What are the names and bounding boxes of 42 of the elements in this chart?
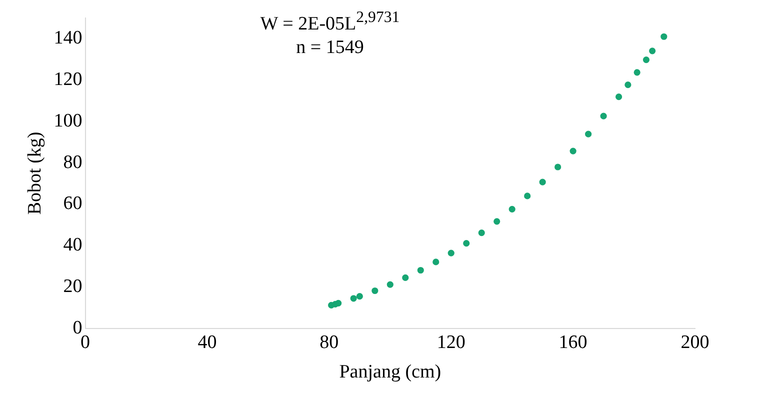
point — [524, 192, 531, 200]
point — [372, 287, 378, 294]
y-tick-label: 80 — [63, 152, 82, 173]
y-tick-label: 0 — [72, 317, 82, 338]
point — [660, 33, 668, 40]
point — [554, 164, 562, 170]
y-tick-label: 140 — [54, 28, 82, 49]
point — [386, 281, 394, 288]
y-tick-label: 20 — [63, 276, 82, 297]
y-tick-label: 40 — [63, 234, 82, 256]
point — [585, 130, 592, 138]
annotation: W = 2E-05L$^{2,9731}$ — [259, 8, 401, 36]
point — [356, 293, 363, 300]
y-axis-title: Bobot (kg) — [24, 132, 46, 215]
x-tick-label: 200 — [680, 332, 710, 353]
point — [494, 218, 500, 225]
point — [478, 229, 485, 236]
x-tick-label: 160 — [558, 332, 588, 353]
point — [624, 82, 632, 88]
point — [570, 148, 576, 154]
annotation: n = 1549 — [295, 36, 365, 60]
x-tick-label: 40 — [198, 332, 217, 353]
point — [417, 266, 424, 274]
point — [402, 274, 409, 281]
point — [335, 300, 342, 306]
point — [463, 240, 470, 247]
point — [642, 56, 650, 64]
point — [649, 48, 656, 54]
y-tick-label: 100 — [54, 110, 82, 132]
point — [350, 295, 357, 302]
x-tick-label: 80 — [320, 332, 339, 353]
point — [432, 258, 440, 266]
point — [448, 250, 454, 256]
point — [600, 112, 607, 120]
y-tick-label: 120 — [54, 69, 82, 90]
point — [508, 206, 516, 213]
x-axis-title: Panjang (cm) — [339, 362, 442, 383]
x-tick-label: 120 — [436, 332, 466, 353]
y-tick-label: 60 — [63, 193, 82, 214]
point — [539, 178, 546, 186]
point — [634, 69, 640, 76]
point — [615, 94, 622, 100]
